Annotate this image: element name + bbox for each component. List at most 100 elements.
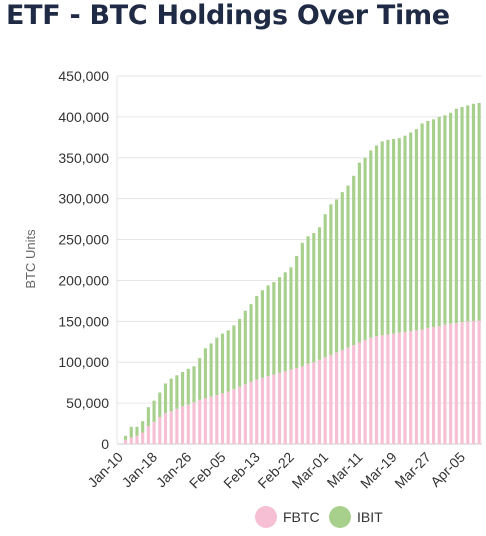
bar-fbtc [220, 393, 225, 444]
x-tick-label: Jan-10 [84, 449, 126, 491]
x-tick-label: Feb-22 [254, 449, 297, 492]
bar-fbtc [414, 330, 418, 444]
bar-fbtc [317, 359, 322, 444]
bar-ibit [323, 214, 327, 358]
bar-ibit [346, 185, 350, 348]
bar-ibit [397, 138, 401, 333]
x-tick-label: Mar-19 [357, 449, 400, 492]
x-tick-label: Jan-26 [153, 449, 195, 491]
bar-fbtc [437, 326, 441, 444]
bar-fbtc [277, 372, 282, 444]
bar-fbtc [289, 369, 293, 444]
bar-fbtc [226, 391, 230, 444]
bar-fbtc [477, 320, 481, 444]
bar-fbtc [123, 439, 128, 444]
bar-ibit [392, 138, 396, 334]
bar-ibit [352, 175, 356, 346]
bar-fbtc [243, 384, 247, 444]
bar-ibit [226, 330, 230, 392]
bar-fbtc [192, 402, 196, 444]
bar-fbtc [209, 396, 213, 444]
bar-ibit [317, 227, 322, 360]
bar-fbtc [135, 435, 139, 444]
bar-fbtc [306, 363, 310, 444]
y-tick-label: 50,000 [66, 395, 109, 411]
bar-ibit [163, 383, 168, 413]
bar-ibit [215, 337, 219, 395]
page-title: ETF - BTC Holdings Over Time [6, 0, 450, 31]
bar-ibit [449, 112, 453, 324]
y-tick-label: 150,000 [58, 313, 109, 329]
bar-ibit [266, 285, 270, 377]
bar-ibit [238, 318, 242, 387]
bar-ibit [306, 236, 310, 364]
bar-fbtc [152, 421, 156, 444]
bar-fbtc [266, 376, 270, 444]
x-tick-label: Mar-27 [391, 449, 434, 492]
bar-ibit [374, 145, 379, 337]
bar-fbtc [295, 367, 299, 444]
bar-ibit [454, 108, 458, 323]
y-tick-label: 300,000 [58, 191, 109, 207]
bar-ibit [249, 304, 253, 382]
x-tick-label: Feb-05 [186, 449, 229, 492]
bar-ibit [272, 282, 276, 375]
bar-fbtc [346, 347, 350, 444]
bar-fbtc [175, 408, 179, 444]
bar-ibit [431, 119, 436, 328]
bar-ibit [369, 150, 373, 338]
bar-ibit [340, 192, 344, 350]
bar-fbtc [471, 320, 476, 444]
bar-ibit [312, 233, 316, 363]
legend-swatch-ibit [329, 506, 351, 528]
bar-fbtc [454, 322, 458, 444]
bar-fbtc [300, 366, 304, 444]
bar-fbtc [357, 342, 361, 444]
bar-ibit [209, 343, 213, 397]
bar-fbtc [238, 386, 242, 444]
bar-ibit [357, 162, 361, 343]
bar-ibit [409, 132, 413, 332]
x-tick-label: Mar-11 [324, 449, 366, 491]
bar-ibit [175, 375, 179, 409]
bar-fbtc [466, 321, 470, 444]
grid-lines [116, 75, 482, 445]
bar-fbtc [141, 432, 145, 444]
bar-fbtc [203, 398, 207, 444]
bar-ibit [300, 242, 304, 367]
bar-ibit [295, 255, 299, 368]
bar-ibit [443, 115, 447, 325]
bar-fbtc [431, 327, 436, 444]
bar-ibit [198, 358, 202, 400]
bar-fbtc [369, 337, 373, 444]
bar-ibit [141, 421, 145, 433]
bar-ibit [477, 102, 481, 321]
bar-ibit [386, 139, 390, 335]
x-axis-ticks: Jan-10Jan-18Jan-26Feb-05Feb-13Feb-22Mar-… [84, 449, 468, 492]
bar-ibit [426, 120, 430, 328]
bar-ibit [181, 372, 185, 407]
bar-ibit [220, 333, 225, 394]
bar-ibit [146, 407, 150, 427]
bar-ibit [158, 392, 162, 418]
y-tick-label: 450,000 [58, 68, 109, 84]
y-axis-label: BTC Units [23, 229, 38, 289]
bar-ibit [260, 290, 264, 378]
bar-fbtc [163, 412, 168, 444]
bar-fbtc [403, 331, 407, 444]
bar-ibit [152, 400, 156, 422]
bar-fbtc [392, 333, 396, 444]
bar-ibit [192, 366, 196, 403]
bar-fbtc [186, 404, 190, 444]
bar-fbtc [249, 381, 253, 444]
bar-fbtc [158, 417, 162, 444]
legend-label-fbtc: FBTC [283, 509, 320, 525]
bar-fbtc [397, 332, 401, 444]
bar-fbtc [129, 437, 133, 444]
bar-fbtc [374, 336, 379, 444]
bar-fbtc [181, 406, 185, 444]
bar-fbtc [335, 352, 339, 444]
x-tick-label: Apr-05 [427, 449, 468, 490]
bar-fbtc [340, 349, 344, 444]
